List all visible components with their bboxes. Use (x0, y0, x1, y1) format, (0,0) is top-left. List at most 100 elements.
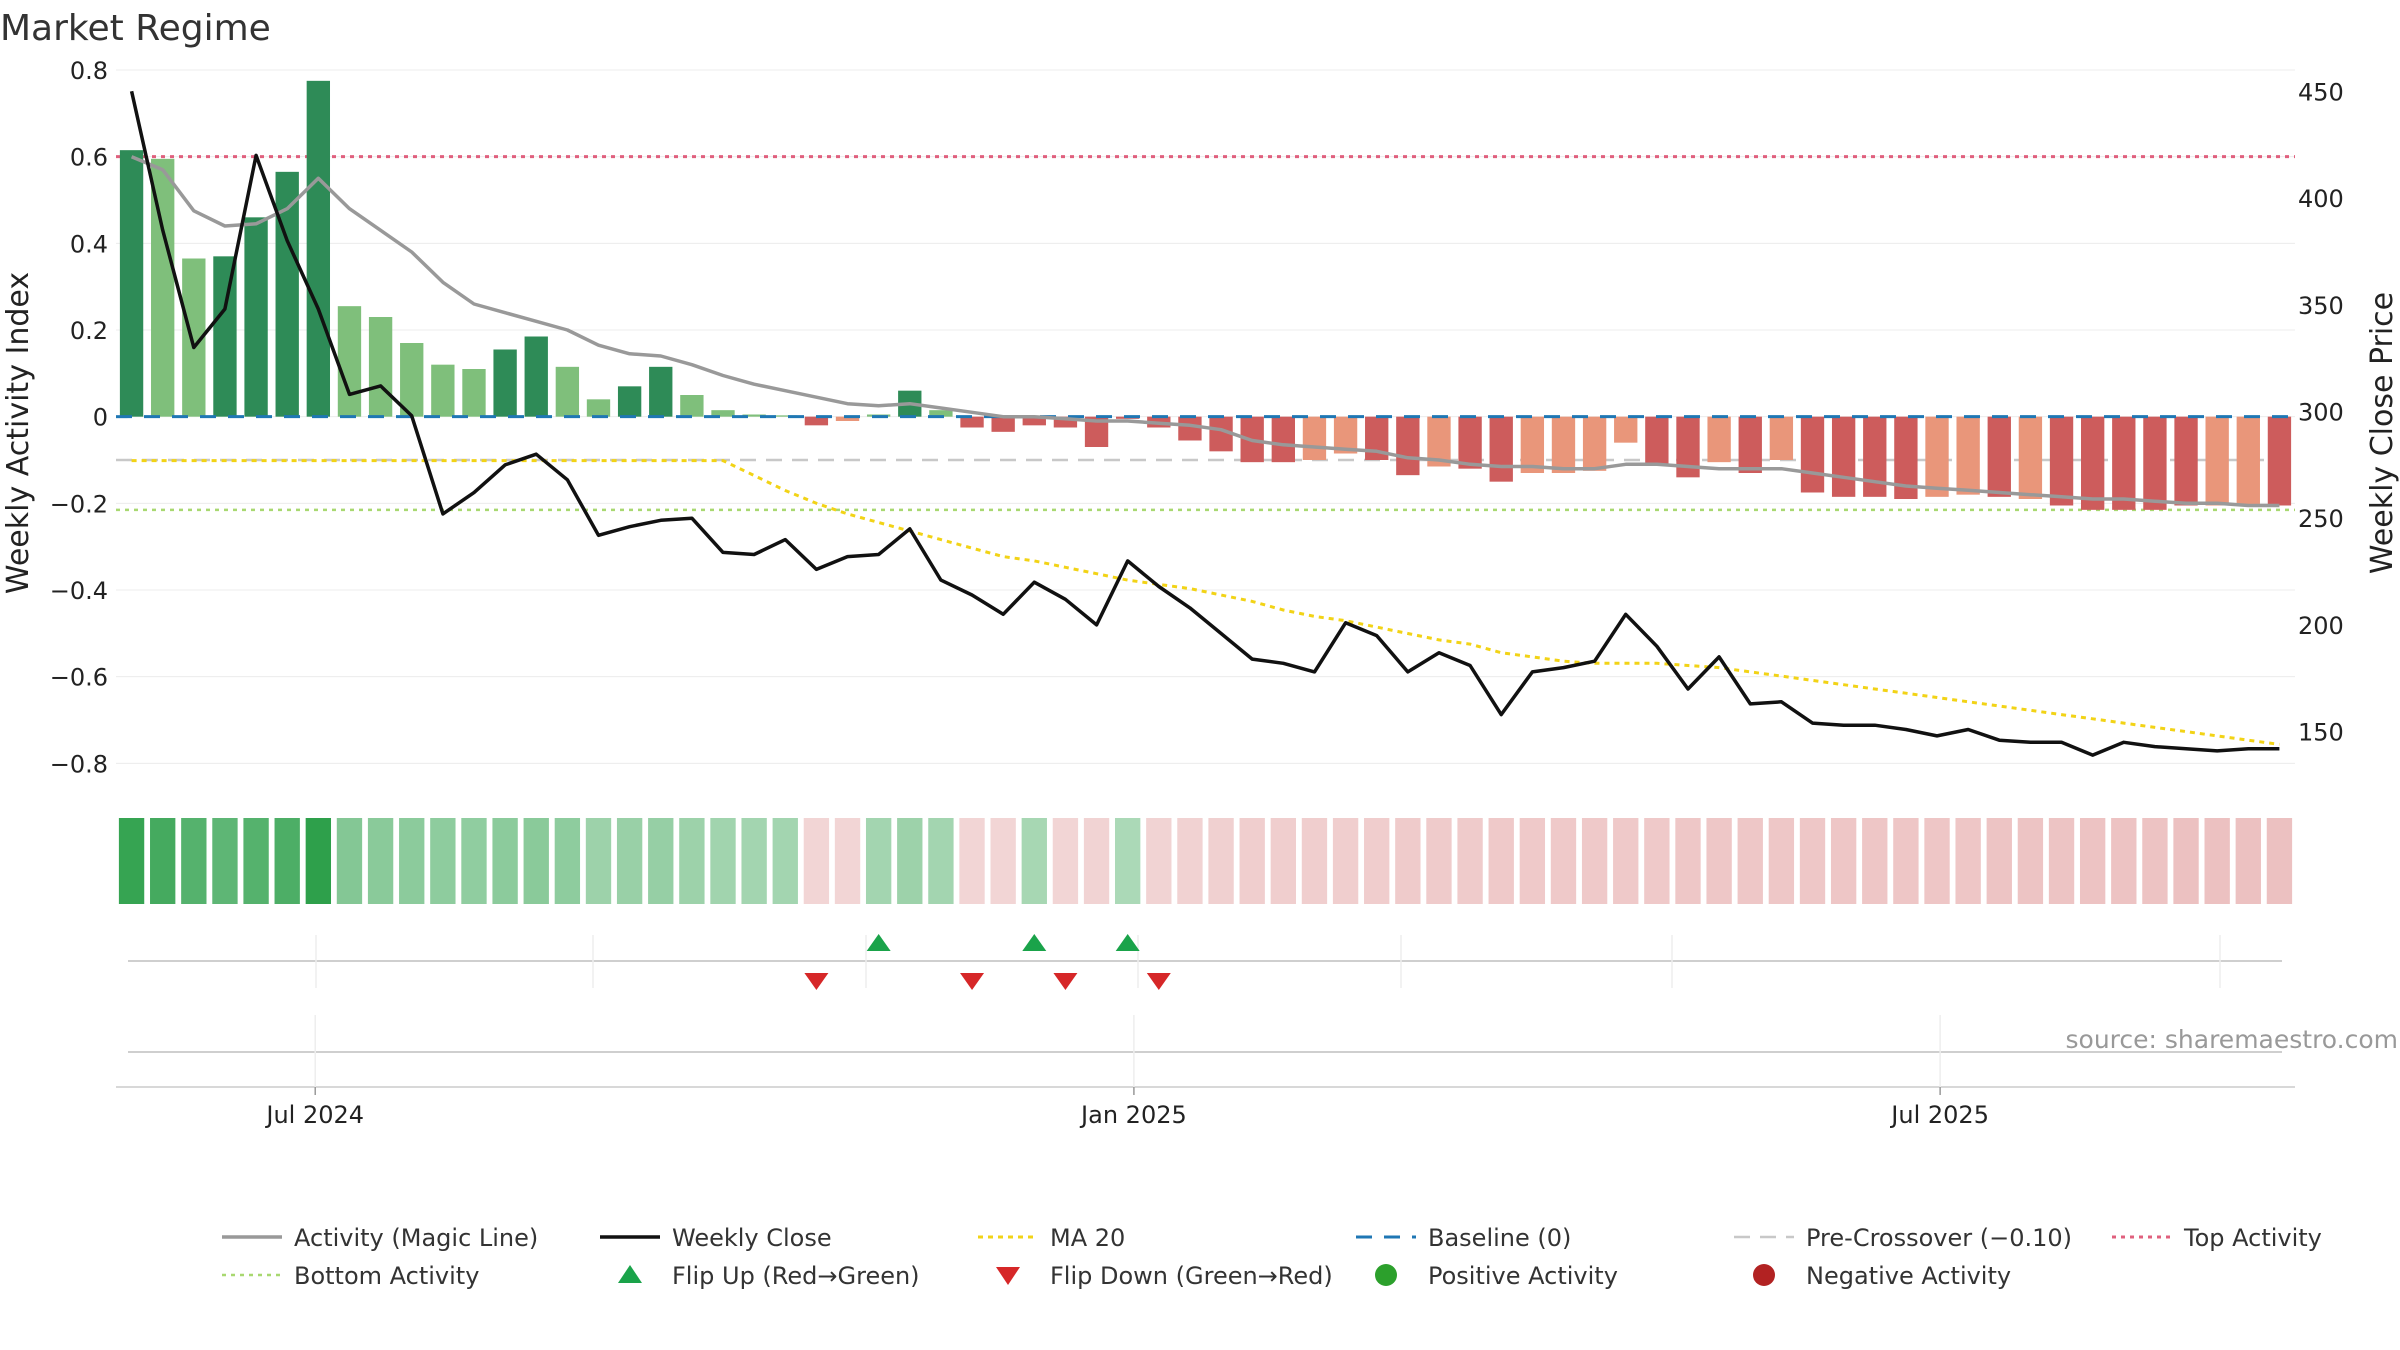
regime-strip-cell (679, 818, 705, 904)
axes: 0.8 0.6 0.4 0.2 0 −0.2 −0.4 −0.6 −0.8 450 400 350 30… (50, 57, 2344, 778)
activity-bar (1863, 416, 1887, 497)
legend-swatch-negative (1753, 1264, 1775, 1286)
source-credit: source: sharemaestro.com (2066, 1025, 2399, 1054)
y-right-tick-label: 400 (2298, 185, 2344, 213)
activity-bar (2143, 416, 2167, 510)
y-left-tick-label: 0.4 (70, 230, 108, 258)
regime-strip-cell (585, 818, 612, 904)
regime-strip-cell (1146, 818, 1172, 904)
activity-bar (1614, 416, 1638, 443)
regime-strip-cell (1581, 818, 1608, 904)
regime-strip-cell (243, 818, 269, 904)
activity-bar (929, 410, 953, 417)
regime-strip-cell (212, 818, 238, 904)
magic-line (130, 155, 2280, 508)
y-right-tick-label: 450 (2298, 78, 2344, 106)
activity-bar (1738, 416, 1762, 473)
regime-strip-cell (399, 818, 425, 904)
regime-strip-cell (523, 818, 549, 904)
activity-bar (1458, 416, 1482, 469)
y-left-tick-label: 0.6 (70, 144, 108, 172)
activity-bar (1956, 416, 1980, 495)
legend-label: Weekly Close (672, 1224, 832, 1252)
regime-strip-cell (2173, 818, 2199, 904)
activity-bar (2236, 416, 2260, 506)
regime-strip-cell (2017, 818, 2044, 904)
regime-strip-cell (1550, 818, 1577, 904)
activity-bar (2267, 416, 2292, 506)
regime-strip-cell (2204, 818, 2230, 904)
activity-bar (1800, 416, 1825, 493)
activity-bar (1987, 416, 2011, 497)
activity-bar (275, 171, 299, 417)
regime-strip-cell (181, 818, 207, 904)
y-left-tick-label: 0 (93, 404, 108, 432)
activity-bar (1084, 416, 1109, 447)
activity-bar (1209, 416, 1233, 452)
activity-bar (991, 416, 1015, 432)
regime-strip-cell (118, 818, 145, 904)
regime-strip-cell (492, 818, 518, 904)
activity-bar (1831, 416, 1856, 497)
flip-down-marker (960, 973, 985, 990)
activity-bar (1271, 416, 1295, 463)
activity-bar (1053, 416, 1078, 428)
legend-label: Pre-Crossover (−0.10) (1806, 1224, 2072, 1252)
regime-strip-cell (1177, 818, 1203, 904)
regime-strip-cell (897, 818, 923, 904)
reference-lines (116, 155, 2295, 512)
activity-bar (2174, 416, 2198, 506)
regime-strip-cell (1924, 818, 1950, 904)
regime-strip-cell (1270, 818, 1296, 904)
flip-down-marker (1146, 973, 1171, 990)
regime-strip-cell (430, 818, 456, 904)
activity-bar (617, 386, 642, 417)
y-left-tick-label: 0.2 (70, 317, 108, 345)
regime-strip-cell (1488, 818, 1514, 904)
regime-strip-cell (1332, 818, 1359, 904)
activity-bar (524, 336, 548, 417)
regime-strip-cell (616, 818, 643, 904)
y-left-tick-label: −0.4 (50, 577, 108, 605)
regime-strip-cell (1457, 818, 1483, 904)
activity-bar (1551, 416, 1576, 473)
legend-label: Negative Activity (1806, 1262, 2011, 1290)
activity-bar (1894, 416, 1918, 499)
activity-bar (555, 366, 580, 417)
ma20-line (131, 459, 2280, 746)
legend-label: Positive Activity (1428, 1262, 1618, 1290)
regime-strip-cell (959, 818, 985, 904)
regime-strip-cell (305, 818, 332, 904)
regime-strip-cell (1395, 818, 1421, 904)
legend: Activity (Magic Line) Weekly Close MA 20 Ba… (222, 1224, 2322, 1290)
regime-strip-cell (1644, 818, 1670, 904)
activity-bar (835, 416, 860, 421)
regime-strip-cell (1115, 818, 1141, 904)
regime-strip-cell (1862, 818, 1888, 904)
regime-strip-cell (554, 818, 581, 904)
regime-strip-cell (367, 818, 394, 904)
activity-bar (151, 158, 175, 417)
regime-strip (118, 818, 2293, 904)
regime-strip-cell (1519, 818, 1546, 904)
activity-bar (337, 306, 362, 417)
activity-bar (1707, 416, 1731, 463)
activity-bar (213, 256, 237, 417)
flip-up-marker (1115, 934, 1140, 951)
activity-bar (804, 416, 829, 426)
activity-bar (1302, 416, 1327, 460)
activity-bar (1520, 416, 1545, 473)
flip-down-marker (804, 973, 829, 990)
activity-bar (649, 366, 673, 417)
legend-label: Top Activity (2183, 1224, 2322, 1252)
activity-bar (2080, 416, 2105, 510)
chart-title: Market Regime (0, 8, 271, 49)
regime-strip-cell (336, 818, 363, 904)
activity-bars (119, 80, 2292, 510)
activity-bar (368, 317, 393, 417)
activity-bar (586, 399, 611, 417)
x-tick-label: Jul 2025 (1889, 1101, 1989, 1129)
x-tick-label: Jan 2025 (1079, 1101, 1187, 1129)
y-axis-left-label: Weekly Activity Index (1, 272, 36, 594)
